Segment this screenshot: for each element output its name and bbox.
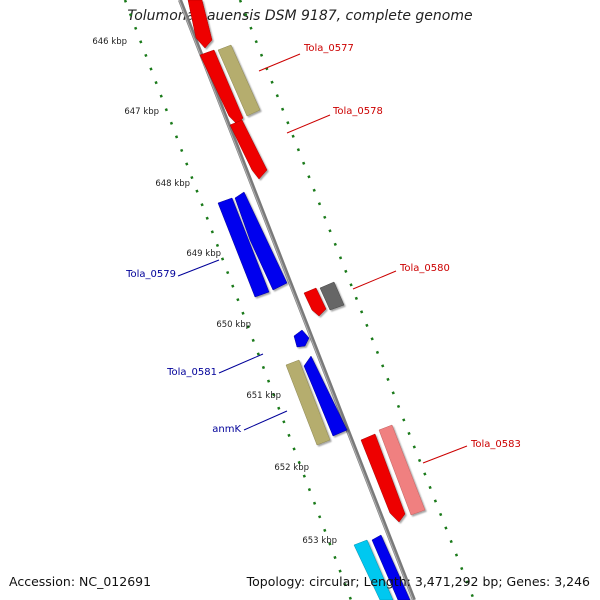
outer-tick-ring [238, 0, 476, 600]
kbp-tick-label: 650 kbp [216, 320, 251, 330]
gene-arrow[interactable] [360, 433, 406, 523]
backbone-highlight [178, 0, 414, 600]
gene-label[interactable]: Tola_0579 [125, 269, 176, 280]
genome-summary-text: Topology: circular; Length: 3,471,292 bp… [246, 574, 590, 589]
gene-block[interactable] [353, 539, 394, 600]
label-leader-line [422, 445, 468, 464]
gene-label[interactable]: Tola_0577 [303, 43, 354, 54]
kbp-tick-label: 651 kbp [246, 391, 281, 401]
kbp-tick-label: 649 kbp [186, 249, 221, 259]
gene-label[interactable]: Tola_0581 [166, 367, 217, 378]
gene-block[interactable] [217, 197, 270, 298]
label-leader-line [352, 270, 397, 290]
gene-label[interactable]: Tola_0578 [332, 106, 383, 117]
label-leader-line [177, 259, 220, 277]
kbp-tick-label: 652 kbp [274, 463, 309, 473]
gene-arrow[interactable] [234, 191, 288, 291]
kbp-tick-label: 648 kbp [155, 179, 190, 189]
gene-arrow[interactable] [293, 329, 310, 348]
map-title: Tolumonas auensis DSM 9187, complete gen… [127, 8, 473, 24]
kbp-tick-label: 647 kbp [124, 107, 159, 117]
gene-arrow[interactable] [303, 287, 327, 317]
gene-block[interactable] [378, 424, 426, 516]
gene-block[interactable] [319, 281, 345, 311]
gene-arrow[interactable] [371, 534, 411, 600]
gene-arrow[interactable] [187, 0, 213, 49]
gene-label[interactable]: Tola_0580 [399, 263, 450, 274]
genome-backbone [178, 0, 416, 600]
gene-block[interactable] [217, 44, 261, 117]
gene-arrow[interactable] [229, 119, 268, 180]
gene-label[interactable]: anmK [212, 424, 241, 435]
gene-label[interactable]: Tola_0583 [470, 439, 521, 450]
label-leader-line [286, 114, 331, 134]
gene-arrow[interactable] [303, 355, 348, 437]
accession-text: Accession: NC_012691 [9, 574, 152, 589]
label-leader-line [218, 353, 264, 374]
gene-block[interactable] [285, 359, 331, 446]
inner-tick-ring [123, 0, 353, 600]
label-leader-line [258, 53, 301, 72]
kbp-tick-label: 646 kbp [92, 37, 127, 47]
label-leader-line [243, 410, 288, 431]
kbp-tick-label: 653 kbp [302, 536, 337, 546]
